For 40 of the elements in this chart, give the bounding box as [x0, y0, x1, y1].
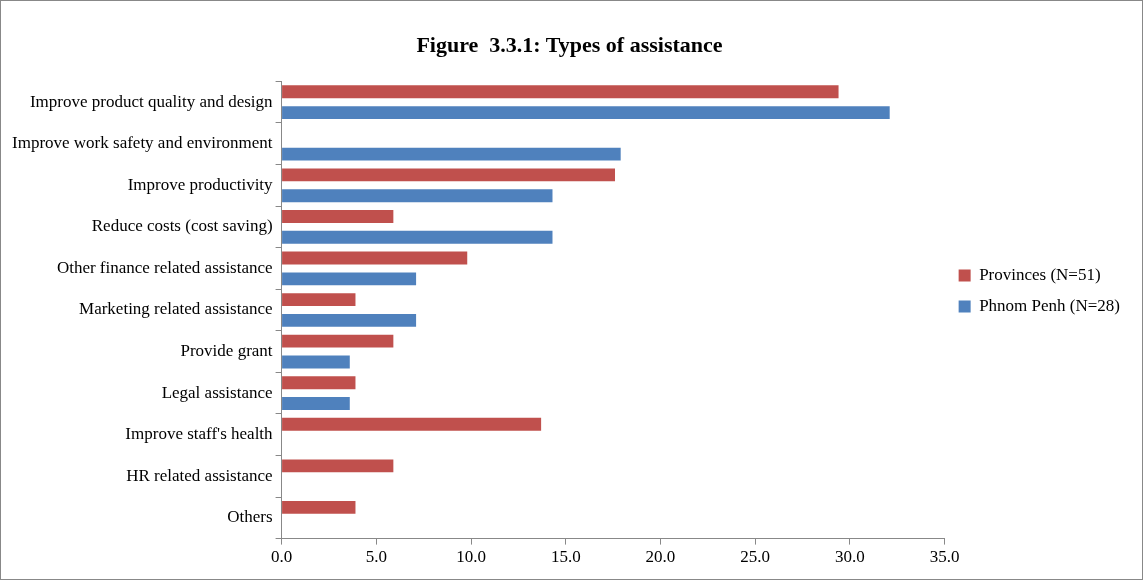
bar — [282, 251, 468, 265]
chart-title: Figure 3.3.1: Types of assistance — [416, 31, 723, 57]
bar — [282, 147, 621, 161]
x-tick-label: 5.0 — [365, 547, 387, 567]
bar — [282, 459, 394, 473]
x-tick-label: 15.0 — [550, 547, 581, 567]
x-tick-label: 20.0 — [645, 547, 676, 567]
bar — [282, 189, 553, 203]
y-tick-label: Provide grant — [180, 341, 273, 361]
y-tick-label: Marketing related assistance — [79, 299, 273, 319]
bar — [282, 85, 839, 99]
bar — [282, 230, 553, 244]
x-tick-label: 30.0 — [835, 547, 865, 567]
bar — [282, 272, 417, 286]
x-tick-label: 10.0 — [456, 547, 486, 567]
bar — [282, 168, 616, 182]
x-tick-label: 35.0 — [929, 547, 960, 567]
bar — [282, 210, 394, 223]
bar — [282, 417, 542, 431]
x-tick-label: 0.0 — [270, 547, 293, 567]
y-tick-label: Legal assistance — [161, 382, 273, 402]
bar — [282, 334, 394, 348]
x-tick-label: 25.0 — [740, 547, 771, 567]
bar — [282, 355, 350, 369]
y-tick-label: Improve product quality and design — [29, 91, 274, 111]
bar — [282, 500, 356, 514]
legend-label: Phnom Penh (N=28) — [979, 295, 1121, 315]
bar — [282, 293, 356, 307]
y-tick-label: Other finance related assistance — [56, 257, 273, 277]
legend-label: Provinces (N=51) — [979, 264, 1101, 284]
bar — [282, 397, 350, 410]
y-tick-label: Improve staff's health — [125, 424, 274, 444]
bar — [282, 376, 356, 390]
y-tick-label: Reduce costs (cost saving) — [91, 216, 273, 236]
y-tick-label: Others — [227, 507, 273, 527]
bar — [282, 313, 417, 327]
y-tick-label: HR related assistance — [126, 465, 273, 485]
y-tick-label: Improve work safety and environment — [11, 133, 273, 153]
y-tick-label: Improve productivity — [127, 174, 274, 194]
bar — [282, 106, 890, 120]
